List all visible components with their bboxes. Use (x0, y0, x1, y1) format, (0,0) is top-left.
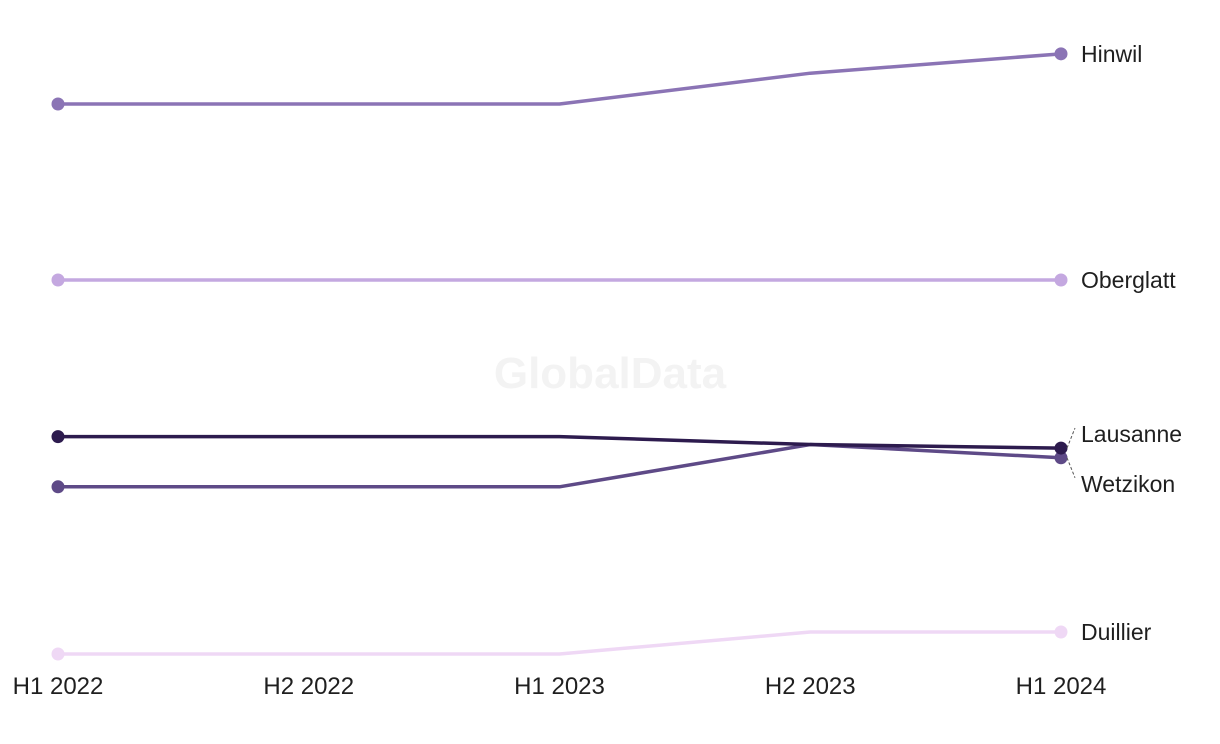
series-labels: Hinwil Oberglatt Lausanne Wetzikon Duillier (1066, 41, 1182, 645)
series-line-hinwil (56, 52, 1063, 106)
point-start-oberglatt (51, 273, 65, 287)
series-label-wetzikon: Wetzikon (1081, 471, 1175, 497)
x-tick-label: H1 2022 (13, 673, 104, 700)
series-lines (51, 47, 1068, 661)
series-label-hinwil: Hinwil (1081, 41, 1142, 67)
series-label-duillier: Duillier (1081, 619, 1152, 645)
x-tick-label: H1 2023 (514, 673, 605, 700)
point-start-lausanne (51, 430, 65, 444)
leader-line-wetzikon (1066, 457, 1076, 478)
leader-line-lausanne (1066, 427, 1076, 449)
point-start-hinwil (51, 97, 65, 111)
point-end-duillier (1054, 625, 1068, 639)
series-line-duillier (56, 630, 1063, 656)
x-tick-label: H2 2022 (263, 673, 354, 700)
series-label-lausanne: Lausanne (1081, 421, 1182, 447)
series-line-wetzikon (56, 442, 1063, 489)
series-line-lausanne (56, 434, 1063, 450)
point-end-wetzikon (1054, 451, 1068, 465)
point-start-wetzikon (51, 480, 65, 494)
point-end-hinwil (1054, 47, 1068, 61)
point-start-duillier (51, 647, 65, 661)
point-end-lausanne (1054, 441, 1068, 455)
watermark: GlobalData (494, 349, 727, 398)
x-tick-label: H1 2024 (1016, 673, 1107, 700)
point-end-oberglatt (1054, 273, 1068, 287)
x-axis: H1 2022 H2 2022 H1 2023 H2 2023 H1 2024 (13, 673, 1107, 700)
series-label-oberglatt: Oberglatt (1081, 267, 1176, 293)
x-tick-label: H2 2023 (765, 673, 856, 700)
